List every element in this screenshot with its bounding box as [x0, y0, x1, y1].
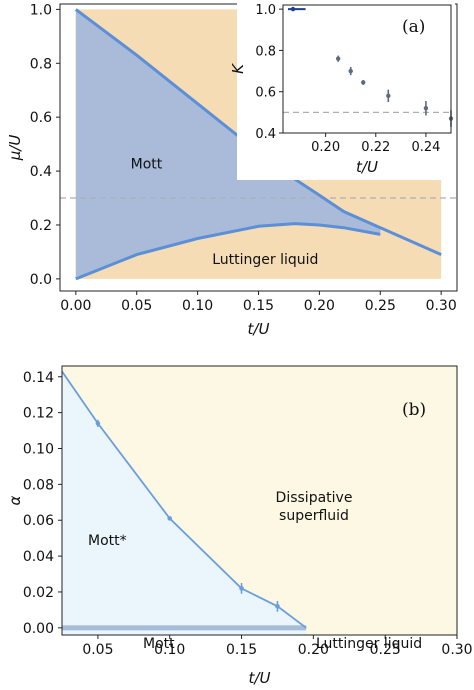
inset-y-tick-label: 0.4: [255, 127, 276, 142]
panel-b-y-tick-label: 0.00: [23, 621, 54, 637]
panel-b-tag: (b): [402, 400, 426, 420]
panel-a-y-axis-label: μ/U: [6, 135, 24, 162]
panel-b-x-tick-label: 0.20: [298, 642, 329, 658]
lower-phase-boundary: [75, 222, 381, 281]
dissipative-superfluid-label-line: superfluid: [279, 508, 349, 524]
panel-b-y-tick-label: 0.10: [23, 441, 54, 457]
inset-data-point: [335, 56, 341, 61]
panel-a-y-tick-label: 1.0: [30, 2, 52, 18]
inset-axes-frame: [282, 4, 452, 134]
alpha-data-point: [239, 586, 244, 591]
panel-b-x-tick-label: 0.10: [154, 642, 185, 658]
panel-b-y-tick-label: 0.12: [23, 406, 54, 422]
inset-data-point: [348, 68, 353, 74]
inset-x-tick-label: 0.22: [361, 140, 390, 155]
panel-b-x-tick-label: 0.30: [441, 642, 472, 658]
dissipative-superfluid-label-line: Dissipative: [276, 490, 353, 506]
alpha-data-point: [275, 604, 280, 609]
panel-a-x-axis: 0.00 0.05 0.10 0.15 0.20 0.25 0.30: [60, 291, 457, 314]
panel-a-y-tick-label: 0.6: [30, 110, 52, 126]
panel-a-x-tick-label: 0.20: [304, 298, 335, 314]
panel-b-x-axis: 0.05 0.10 0.15 0.20 0.25 0.30: [82, 635, 473, 658]
panel-b-y-tick-label: 0.06: [23, 513, 54, 529]
panel-a-y-tick-label: 0.2: [30, 218, 52, 234]
alpha-critical-line: [61, 370, 307, 629]
panel-a-x-tick-label: 0.00: [60, 298, 91, 314]
panel-a-x-axis-label: t/U: [248, 320, 270, 338]
panel-b-axes-frame: [61, 365, 458, 636]
panel-a-y-tick-label: 0.0: [30, 272, 52, 288]
inset-legend-marker: [290, 6, 296, 12]
panel-b-x-tick-label: 0.15: [226, 642, 257, 658]
dissipative-superfluid-region-label: Dissipative superfluid: [276, 490, 353, 524]
inset-y-tick-label: 0.8: [255, 44, 276, 59]
inset-y-axis: 0.4 0.6 0.8 1.0: [255, 3, 283, 142]
inset-data-point: [423, 106, 429, 111]
alpha-data-point: [95, 421, 101, 426]
panel-a: 0.00 0.05 0.10 0.15 0.20 0.25 0.30 0.00.20.40.…: [6, 0, 458, 338]
inset-x-tick-label: 0.20: [311, 140, 340, 155]
inset-x-axis: 0.20 0.22 0.24: [311, 133, 440, 155]
inset-y-tick-label: 1.0: [255, 3, 276, 18]
panel-b-y-tick-label: 0.14: [23, 370, 54, 386]
inset-y-axis-label: K: [229, 63, 247, 74]
mott-star-region: [62, 371, 307, 635]
panel-b-y-tick-label: 0.02: [23, 585, 54, 601]
mott-region-label: Mott: [131, 156, 163, 172]
panel-b-y-tick-label: 0.04: [23, 549, 54, 565]
inset-data-point: [361, 80, 366, 85]
luttinger-liquid-bar-region-label: Luttinger liquid: [316, 636, 422, 652]
inset-data-point: [386, 93, 391, 99]
inset-y-tick-label: 0.6: [255, 86, 276, 101]
panel-a-y-tick-label: 0.8: [30, 56, 52, 72]
panel-b-x-tick-label: 0.05: [82, 642, 113, 658]
mott-star-region-label: Mott*: [88, 533, 127, 549]
inset-background: [237, 0, 455, 180]
panel-b: 0.05 0.10 0.15 0.20 0.25 0.30 0.000.020.040.0…: [6, 365, 473, 687]
panel-a-y-tick-label: 0.4: [30, 164, 52, 180]
panel-a-x-tick-label: 0.15: [243, 298, 274, 314]
luttinger-parameter-inset: 0.20 0.22 0.24 0.4 0.6 0.8 1.0 t/U K: [229, 0, 455, 180]
panel-a-y-axis: 0.0 0.2 0.4 0.6 0.8 1.0: [30, 2, 60, 288]
panel-a-x-tick-label: 0.05: [121, 298, 152, 314]
mott-bar-region-label: Mott: [143, 636, 175, 652]
luttinger-liquid-region-label: Luttinger liquid: [212, 252, 318, 268]
panel-a-x-tick-label: 0.25: [365, 298, 396, 314]
panel-b-x-tick-label: 0.25: [370, 642, 401, 658]
panel-b-x-axis-label: t/U: [249, 669, 271, 687]
panel-a-x-tick-label: 0.30: [426, 298, 457, 314]
mott-bar: [62, 625, 307, 631]
panel-a-x-tick-label: 0.10: [182, 298, 213, 314]
panel-b-y-tick-label: 0.08: [23, 477, 54, 493]
panel-b-y-axis: 0.00 0.02 0.04 0.06 0.08 0.10 0.12 0.14: [23, 370, 62, 637]
alpha-data-point: [167, 516, 173, 521]
panel-b-y-axis-label: α: [6, 495, 24, 505]
alpha-data-points: [95, 419, 280, 612]
mott-region: [75, 9, 381, 279]
inset-x-axis-label: t/U: [356, 158, 378, 176]
inset-x-tick-label: 0.24: [411, 140, 440, 155]
panel-a-tag: (a): [402, 17, 425, 37]
